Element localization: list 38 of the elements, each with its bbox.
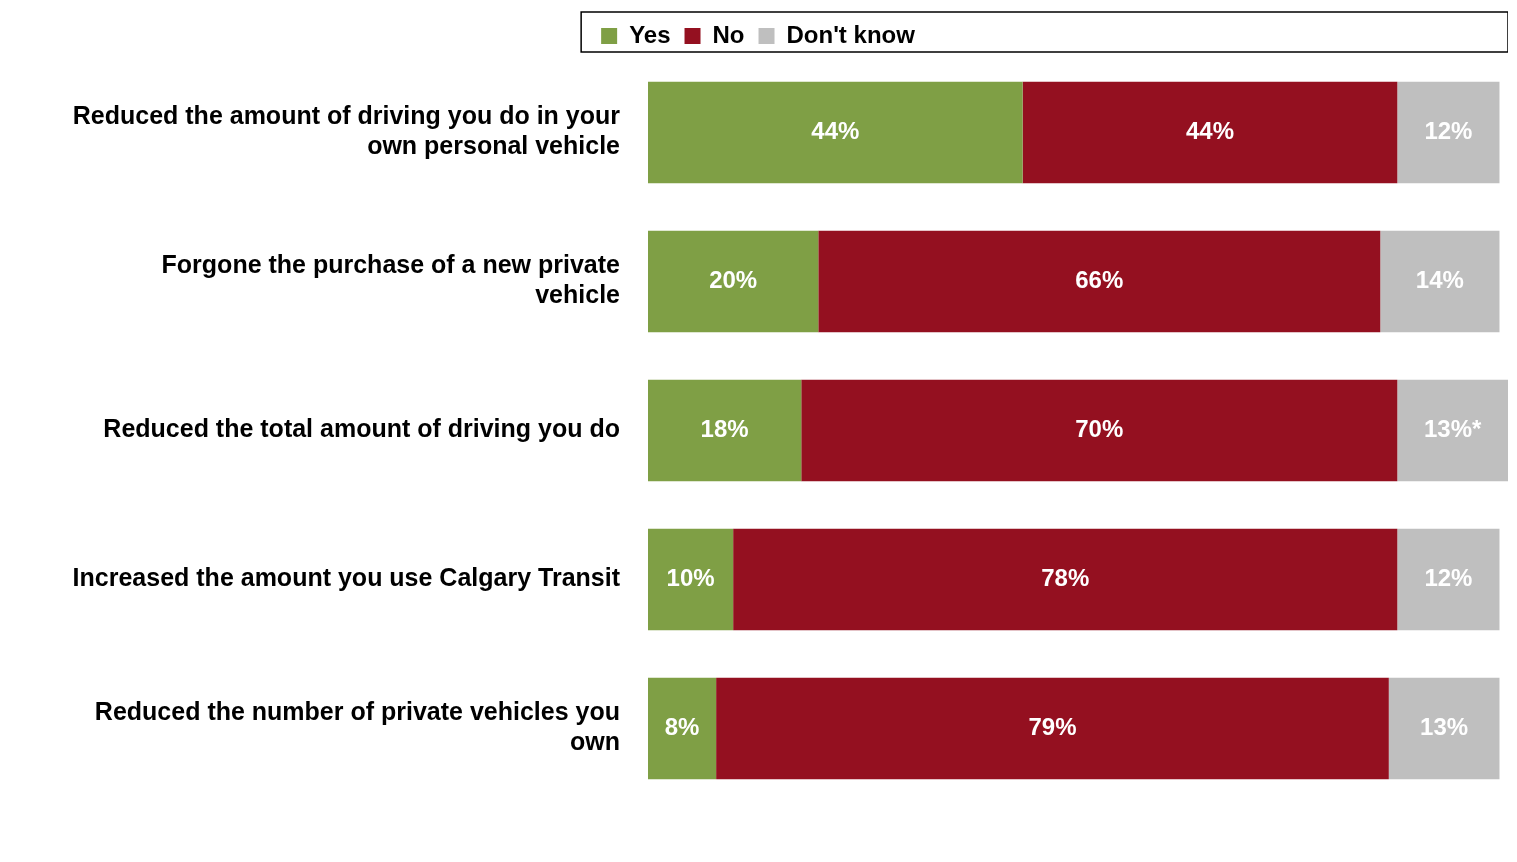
bar <box>733 528 1398 631</box>
data-label: 13% <box>1420 713 1469 741</box>
data-label: 66% <box>1075 266 1124 294</box>
legend-label: Yes <box>629 20 671 48</box>
data-label: 13%* <box>1423 415 1482 443</box>
bar <box>648 379 802 482</box>
data-label: 44% <box>1185 117 1234 145</box>
bar <box>1380 230 1500 333</box>
data-label: 12% <box>1424 564 1473 592</box>
bar <box>716 677 1389 780</box>
data-label: 14% <box>1415 266 1464 294</box>
data-label: 18% <box>700 415 749 443</box>
data-label: 78% <box>1041 564 1090 592</box>
bar <box>818 230 1381 333</box>
data-label: 8% <box>664 713 700 741</box>
bar <box>648 677 717 780</box>
bar <box>1397 81 1500 184</box>
bar <box>1022 81 1398 184</box>
bar <box>1388 677 1500 780</box>
bar <box>1397 528 1500 631</box>
bar <box>1397 379 1508 482</box>
bar <box>648 81 1023 184</box>
legend-label: No <box>712 20 745 48</box>
y-tick-label: Reduced the amount of driving you do in your own personal vehicle <box>72 101 621 160</box>
y-tick-label: Reduced the total amount of driving you do <box>103 414 620 443</box>
y-tick-label: Forgone the purchase of a new private vehicle <box>161 250 621 309</box>
data-label: 79% <box>1028 713 1077 741</box>
y-tick-label: Reduced the number of private vehicles you own <box>94 697 620 756</box>
data-label: 10% <box>666 564 715 592</box>
data-label: 12% <box>1424 117 1473 145</box>
data-label: 70% <box>1075 415 1124 443</box>
bar <box>801 379 1398 482</box>
data-label: 44% <box>811 117 860 145</box>
data-label: 20% <box>709 266 758 294</box>
legend-label: Don't know <box>786 20 916 48</box>
y-tick-label: Increased the amount you use Calgary Transit <box>72 563 621 592</box>
bar <box>648 528 734 631</box>
bar <box>648 230 819 333</box>
